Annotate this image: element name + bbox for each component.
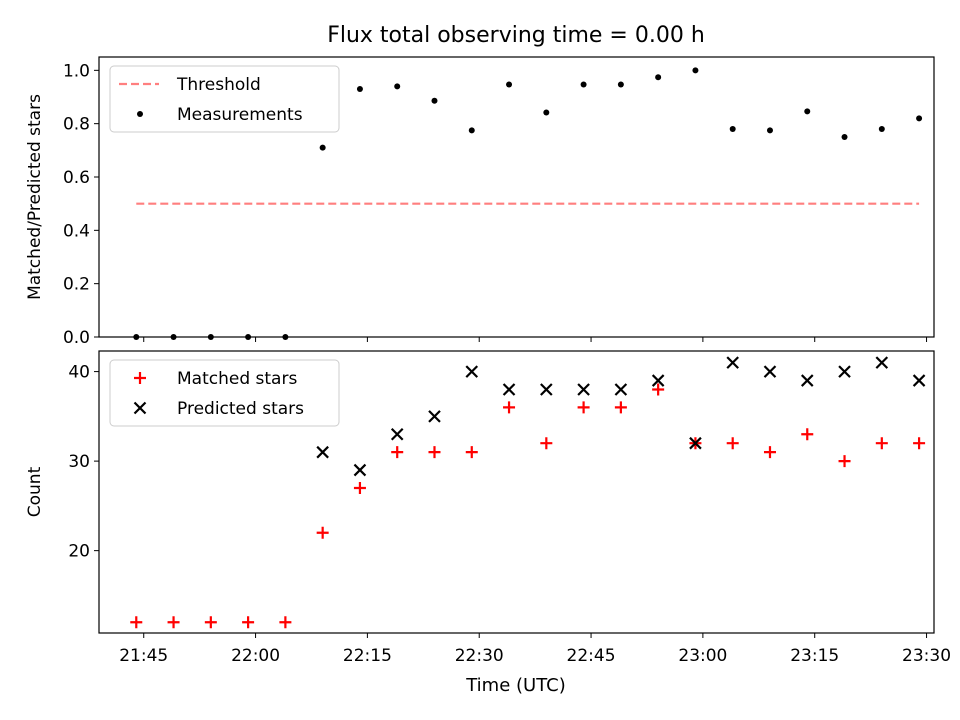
predicted-stars-point	[614, 383, 628, 396]
matched-stars-point	[614, 401, 627, 414]
x-tick-label: 23:15	[790, 646, 839, 666]
measurement-point	[916, 115, 923, 122]
plot-area	[130, 356, 926, 629]
measurement-point	[431, 97, 438, 104]
legend: Matched stars Predicted stars	[109, 359, 340, 427]
measurement-point	[133, 334, 140, 340]
predicted-stars-point	[390, 427, 404, 441]
matched-stars-point	[242, 616, 255, 629]
y-tick-label: 30	[68, 452, 90, 472]
x-tick-label: 21:45	[119, 646, 168, 666]
y-tick-label: 0.2	[63, 275, 90, 295]
top-panel: 0.0 0.2 0.4 0.6 0.8 1.0 Matched/Predicted star…	[25, 56, 935, 348]
y-tick-label: 20	[68, 542, 90, 562]
measurement-point	[468, 127, 475, 134]
matched-stars-point	[801, 428, 814, 441]
predicted-stars-point	[875, 356, 889, 369]
y-axis-label: Count	[25, 466, 45, 517]
matched-stars-point	[726, 437, 739, 450]
measurement-point	[729, 126, 736, 132]
x-tick-label: 23:30	[902, 646, 951, 666]
matched-stars-point	[875, 437, 888, 450]
measurement-point	[394, 83, 401, 90]
predicted-stars-point	[353, 463, 367, 477]
matched-stars-point	[652, 383, 665, 396]
predicted-stars-point	[763, 365, 777, 378]
legend-measurement-swatch	[137, 111, 143, 117]
bottom-panel: 21:45 22:00 22:15 22:30 22:45 23:00 23:15 23:30…	[25, 350, 951, 666]
measurement-point	[356, 86, 363, 92]
x-tick-label: 22:45	[567, 646, 616, 666]
plot-frame	[98, 56, 935, 338]
predicted-stars-point	[726, 356, 739, 369]
measurement-point	[580, 81, 587, 88]
matched-stars-point	[838, 455, 851, 468]
matched-stars-point	[130, 616, 143, 629]
legend-matched-swatch	[134, 372, 146, 384]
x-tick-label: 22:00	[231, 646, 280, 666]
predicted-stars-point	[800, 374, 814, 387]
matched-stars-point	[167, 616, 180, 629]
measurement-point	[878, 126, 885, 132]
y-tick-label: 0.4	[63, 221, 90, 241]
measurement-point	[543, 109, 550, 116]
plot-area	[133, 67, 923, 340]
x-tick-label: 22:15	[343, 646, 392, 666]
x-tick-label: 23:00	[678, 646, 727, 666]
predicted-stars-point	[689, 436, 702, 450]
legend: Threshold Measurements	[109, 65, 340, 133]
measurement-point	[319, 144, 326, 151]
measurement-point	[655, 74, 662, 81]
legend-box	[109, 359, 340, 427]
matched-stars-point	[503, 401, 516, 414]
plot-frame	[98, 350, 935, 634]
matched-stars-point	[279, 616, 292, 629]
predicted-stars-point	[651, 374, 665, 387]
y-tick-label: 0.6	[63, 168, 90, 188]
legend-predicted-swatch	[133, 401, 147, 415]
measurement-point	[617, 81, 624, 88]
measurement-point	[506, 81, 513, 88]
y-tick-label: 0.8	[63, 115, 90, 135]
predicted-stars-point	[465, 365, 479, 378]
chart-title: Flux total observing time = 0.00 h	[327, 23, 705, 48]
matched-stars-point	[763, 446, 776, 459]
predicted-stars-point	[577, 383, 590, 396]
matched-stars-point	[391, 446, 404, 459]
measurement-point	[170, 334, 177, 340]
matched-stars-point	[540, 437, 553, 450]
measurement-point	[282, 334, 289, 340]
measurement-point	[207, 334, 214, 340]
matched-stars-point	[577, 401, 590, 414]
matched-stars-point	[913, 437, 926, 450]
measurement-point	[692, 67, 699, 74]
matched-stars-point	[428, 446, 441, 459]
matched-stars-point	[316, 526, 329, 539]
predicted-stars-point	[428, 410, 441, 423]
y-tick-label: 40	[68, 363, 90, 383]
matched-stars-point	[204, 616, 217, 629]
measurement-point	[766, 127, 773, 134]
legend-label: Threshold	[176, 75, 261, 95]
legend-box	[109, 65, 340, 133]
legend-label: Measurements	[177, 105, 303, 125]
x-tick-label: 22:30	[455, 646, 504, 666]
predicted-stars-point	[838, 365, 851, 378]
measurement-point	[245, 334, 252, 340]
legend-label: Predicted stars	[177, 399, 304, 419]
measurement-point	[804, 108, 811, 115]
matched-stars-point	[353, 481, 366, 494]
y-axis-label: Matched/Predicted stars	[25, 94, 45, 300]
y-tick-label: 0.0	[63, 328, 90, 348]
matched-stars-point	[465, 446, 478, 459]
legend-label: Matched stars	[177, 369, 297, 389]
predicted-stars-point	[540, 383, 553, 396]
y-tick-label: 1.0	[63, 61, 90, 81]
measurement-point	[841, 134, 848, 140]
predicted-stars-point	[912, 374, 926, 387]
predicted-stars-point	[502, 383, 516, 396]
x-axis-label: Time (UTC)	[465, 675, 566, 696]
predicted-stars-point	[316, 445, 329, 459]
